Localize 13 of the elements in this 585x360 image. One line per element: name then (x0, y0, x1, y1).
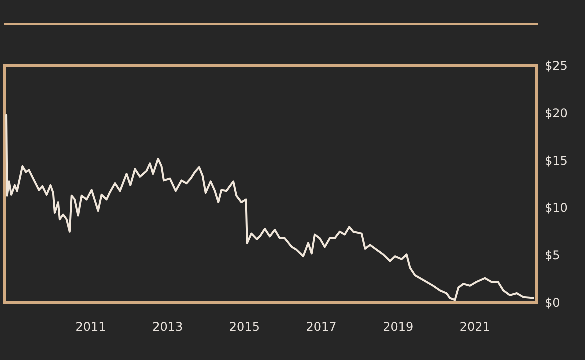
line-series (6, 114, 535, 302)
y-tick-label: $10 (545, 201, 568, 216)
x-tick-label: 2017 (306, 320, 337, 334)
x-tick-label: 2019 (383, 320, 414, 334)
y-tick-label: $25 (545, 59, 568, 73)
y-tick-label: $0 (545, 296, 560, 310)
x-tick-label: 2013 (152, 320, 184, 334)
y-tick-label: $20 (545, 106, 568, 120)
x-tick-label: 2011 (76, 320, 106, 334)
y-tick-label: $5 (545, 248, 560, 263)
x-tick-label: 2015 (229, 320, 260, 334)
x-tick-label: 2021 (460, 320, 490, 334)
y-tick-label: $15 (545, 154, 568, 168)
